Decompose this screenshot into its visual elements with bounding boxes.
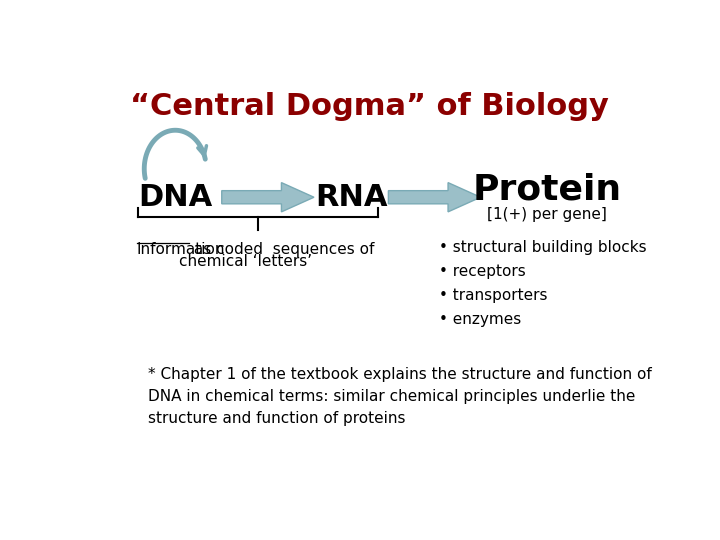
Text: DNA: DNA [138,183,212,212]
Text: * Chapter 1 of the textbook explains the structure and function of
DNA in chemic: * Chapter 1 of the textbook explains the… [148,367,652,426]
Text: as coded  sequences of: as coded sequences of [189,242,374,257]
FancyArrow shape [222,183,314,212]
Text: chemical ‘letters’: chemical ‘letters’ [179,254,312,269]
Text: Information: Information [137,242,225,257]
Text: Protein: Protein [473,173,622,206]
Text: “Central Dogma” of Biology: “Central Dogma” of Biology [130,92,608,121]
FancyArrow shape [388,183,481,212]
Text: [1(+) per gene]: [1(+) per gene] [487,207,607,222]
Text: • structural building blocks
• receptors
• transporters
• enzymes: • structural building blocks • receptors… [438,240,647,327]
Text: RNA: RNA [315,183,388,212]
